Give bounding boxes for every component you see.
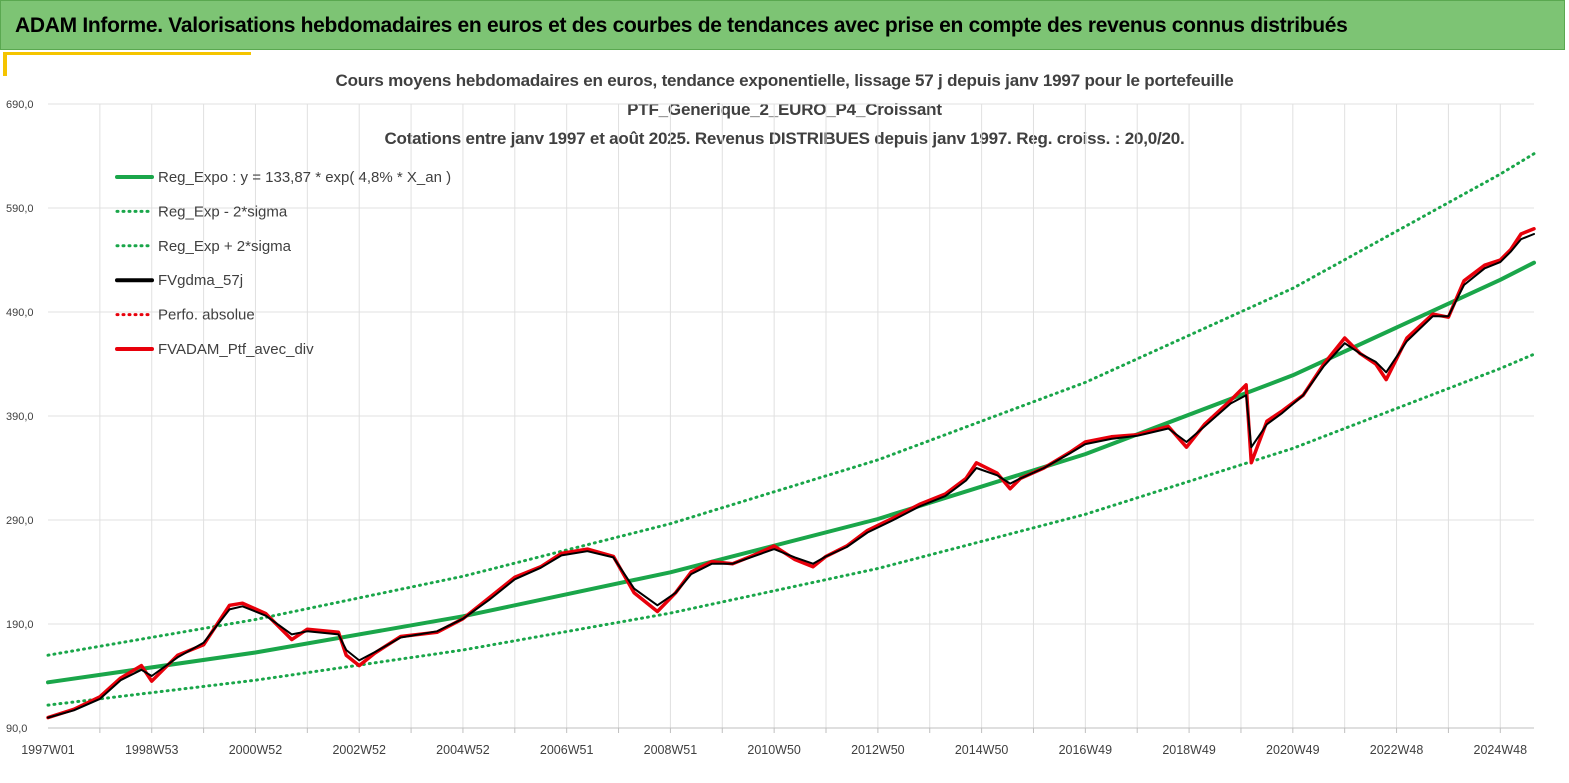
x-tick-label: 2008W51 [644,743,698,757]
series-line-reg-expo-y-133-87-exp-4-8-x-an [46,260,1536,685]
chart-title-line-1: Cours moyens hebdomadaires en euros, ten… [335,71,1234,90]
y-tick-label: 390,0 [6,411,34,423]
x-tick-label: 1997W01 [21,743,75,757]
x-tick-label: 2010W50 [747,743,801,757]
series-line-reg-exp-2-sigma [46,352,1536,707]
y-tick-label: 490,0 [6,307,34,319]
x-tick-label: 2014W50 [955,743,1009,757]
legend: Reg_Expo : y = 133,87 * exp( 4,8% * X_an… [115,169,451,358]
legend-label: Reg_Exp - 2*sigma [158,203,288,220]
legend-label: Reg_Expo : y = 133,87 * exp( 4,8% * X_an… [158,169,451,186]
header-banner: ADAM Informe. Valorisations hebdomadaire… [0,0,1565,50]
chart-title-line-3: Cotations entre janv 1997 et août 2025. … [384,129,1185,148]
chart-title-line-2: PTF_Generique_2_EURO_P4_Croissant [627,100,942,119]
x-tick-label: 2006W51 [540,743,594,757]
series [46,152,1536,720]
accent-bar-left [3,52,7,76]
x-tick-label: 2002W52 [332,743,386,757]
series-line-reg-exp-2-sigma [46,152,1536,657]
x-tick-label: 2012W50 [851,743,905,757]
legend-label: Perfo. absolue [158,307,255,324]
axes: 90,0 190,0 290,0 390,0 490,0 590,0 690,0 1997W0… [6,99,1534,757]
x-tick-label: 2020W49 [1266,743,1320,757]
x-tick-label: 2016W49 [1059,743,1113,757]
series-line-fvadam-ptf-avec-div [46,227,1536,720]
accent-bar-top [3,52,251,55]
legend-label: Reg_Exp + 2*sigma [158,238,292,255]
y-tick-label: 290,0 [6,515,34,527]
y-tick-label: 190,0 [6,619,34,631]
line-chart: 90,0 190,0 290,0 390,0 490,0 590,0 690,0 1997W0… [6,99,1536,757]
x-tick-label: 1998W53 [125,743,179,757]
legend-label: FVADAM_Ptf_avec_div [158,341,314,358]
series-line-fvgdma-57j [47,233,1535,719]
x-tick-label: 2018W49 [1162,743,1216,757]
y-tick-label: 590,0 [6,203,34,215]
x-tick-label: 2004W52 [436,743,490,757]
x-tick-label: 2000W52 [229,743,283,757]
chart-area: Cours moyens hebdomadaires en euros, ten… [0,55,1569,783]
legend-label: FVgdma_57j [158,272,243,289]
x-tick-label: 2022W48 [1370,743,1424,757]
y-tick-label: 90,0 [6,723,27,735]
grid [48,103,1534,729]
banner-title: ADAM Informe. Valorisations hebdomadaire… [15,14,1348,37]
x-tick-label: 2024W48 [1474,743,1528,757]
y-tick-label: 690,0 [6,99,34,111]
